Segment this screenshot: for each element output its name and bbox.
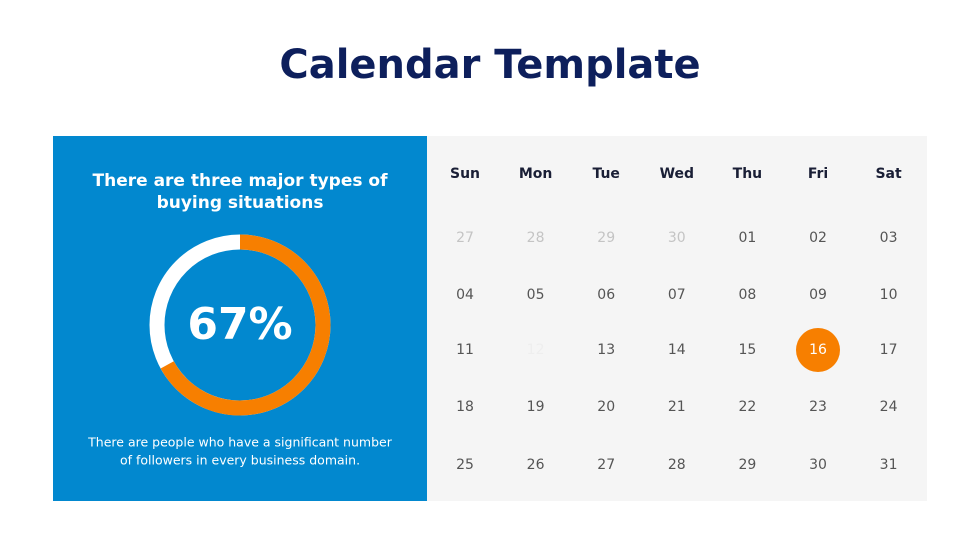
title: Calendar Template (279, 42, 700, 88)
calendar-day: 08 (738, 287, 756, 303)
calendar-panel (427, 136, 927, 501)
calendar-day: 31 (880, 457, 898, 473)
calendar-day: 24 (880, 399, 898, 415)
calendar-day: 29 (597, 230, 615, 246)
calendar-day: 09 (809, 287, 827, 303)
calendar-day: 14 (668, 342, 686, 358)
calendar-day: 18 (456, 399, 474, 415)
weekday: Fri (808, 166, 828, 182)
calendar-day: 10 (880, 287, 898, 303)
donut-value (149, 234, 331, 416)
donut-label: 67% (187, 299, 292, 350)
calendar-day: 05 (527, 287, 545, 303)
weekday: Sun (450, 166, 480, 182)
info-panel (53, 136, 427, 501)
panel-description: There are people who have a significant … (87, 435, 393, 450)
weekday: Mon (519, 166, 553, 182)
weekday: Thu (733, 166, 762, 182)
calendar-day: 07 (668, 287, 686, 303)
highlight-circle (796, 328, 840, 372)
weekday: Tue (592, 166, 619, 182)
calendar-day: 22 (738, 399, 756, 415)
panel-heading: buying situations (157, 193, 324, 213)
calendar-day: 02 (809, 230, 827, 246)
calendar-day: 19 (527, 399, 545, 415)
calendar-day: 30 (668, 230, 686, 246)
calendar-day: 03 (880, 230, 898, 246)
calendar-day: 12 (527, 342, 545, 358)
panel-heading: There are three major types of (93, 171, 389, 191)
calendar-day: 27 (597, 457, 615, 473)
calendar-day: 28 (668, 457, 686, 473)
calendar-day: 04 (456, 287, 474, 303)
calendar-day: 11 (456, 342, 474, 358)
calendar-day: 20 (597, 399, 615, 415)
calendar-day: 01 (738, 230, 756, 246)
calendar-day: 28 (527, 230, 545, 246)
weekday: Sat (875, 166, 902, 182)
calendar-day: 25 (456, 457, 474, 473)
calendar-day: 23 (809, 399, 827, 415)
calendar-day: 15 (738, 342, 756, 358)
calendar-day: 17 (880, 342, 898, 358)
calendar-day: 16 (809, 342, 827, 358)
calendar-day: 26 (527, 457, 545, 473)
panel-description: of followers in every business domain. (120, 453, 360, 468)
weekday: Wed (660, 166, 694, 182)
calendar-day: 29 (738, 457, 756, 473)
calendar-day: 30 (809, 457, 827, 473)
calendar-day: 27 (456, 230, 474, 246)
calendar-day: 06 (597, 287, 615, 303)
calendar-day: 13 (597, 342, 615, 358)
calendar-day: 21 (668, 399, 686, 415)
